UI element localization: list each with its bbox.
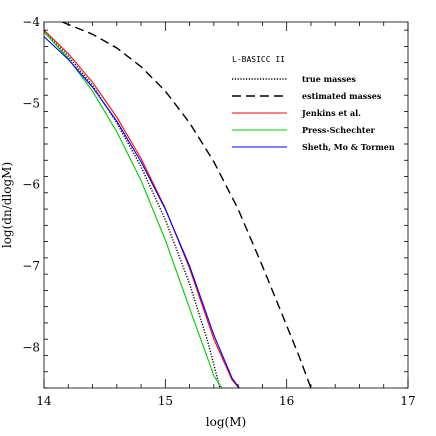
legend-title: L-BASICC II xyxy=(232,55,285,64)
x-tick-label: 17 xyxy=(400,394,415,408)
series-line-4 xyxy=(44,36,241,388)
y-tick-label: −5 xyxy=(22,96,40,110)
series-line-2 xyxy=(44,29,240,388)
series-line-1 xyxy=(61,22,312,388)
y-tick-label: −7 xyxy=(22,259,40,273)
x-tick-label: 14 xyxy=(36,394,52,408)
series-layer xyxy=(44,22,312,388)
series-line-0 xyxy=(44,31,221,388)
ticks-layer xyxy=(43,22,409,389)
legend: L-BASICC II true masses estimated masses J… xyxy=(232,55,395,152)
plot-frame xyxy=(43,21,409,389)
y-tick-label: −8 xyxy=(22,340,40,354)
x-tick-label: 15 xyxy=(158,394,173,408)
y-axis-label: log(dn/dlogM) xyxy=(0,162,14,248)
x-axis-label: log(M) xyxy=(206,415,246,429)
y-tick-label: −4 xyxy=(22,15,40,29)
series-line-3 xyxy=(44,31,223,388)
x-tick-label: 16 xyxy=(279,394,294,408)
y-tick-label: −6 xyxy=(22,178,40,192)
legend-label-2: Jenkins et al. xyxy=(301,108,361,118)
legend-label-0: true masses xyxy=(302,74,356,84)
legend-label-3: Press-Schechter xyxy=(302,125,376,135)
legend-label-1: estimated masses xyxy=(302,91,382,101)
tick-labels: 14 15 16 17 −8 −7 −6 −5 −4 xyxy=(22,15,415,408)
legend-label-4: Sheth, Mo & Tormen xyxy=(302,142,395,152)
